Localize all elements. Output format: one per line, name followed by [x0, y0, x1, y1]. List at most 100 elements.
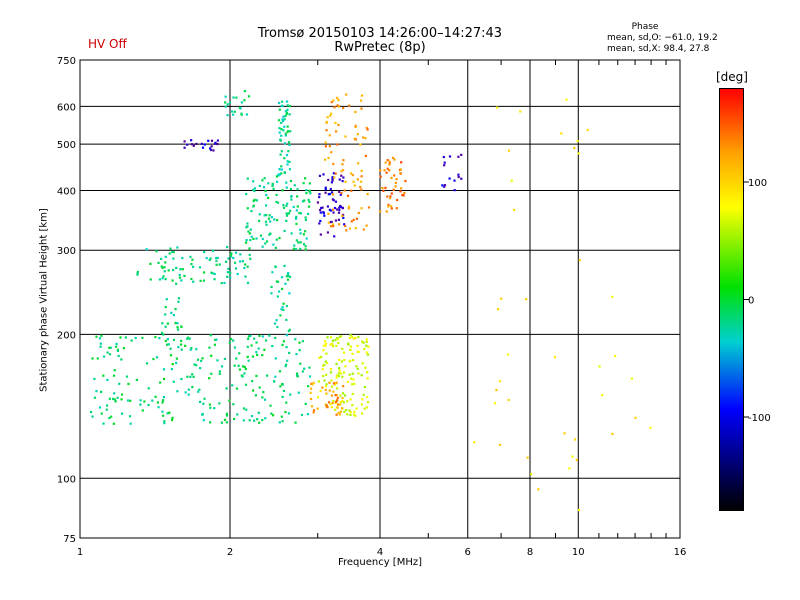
data-point — [179, 268, 182, 271]
data-point — [278, 370, 282, 373]
data-point — [361, 412, 364, 415]
data-point — [183, 146, 186, 149]
data-point — [303, 199, 306, 202]
data-point — [298, 349, 301, 352]
data-point — [198, 400, 202, 404]
data-point — [279, 153, 282, 156]
data-point — [366, 400, 370, 404]
data-point — [170, 311, 173, 314]
data-point — [317, 380, 321, 383]
data-point — [190, 139, 193, 142]
data-point — [393, 174, 396, 177]
data-point — [304, 216, 307, 219]
data-point — [316, 201, 320, 204]
data-point — [364, 154, 367, 157]
data-point — [328, 192, 331, 196]
data-point — [203, 397, 206, 400]
data-point — [285, 275, 288, 278]
data-point — [134, 336, 137, 340]
data-point — [201, 412, 204, 416]
data-point — [95, 389, 98, 393]
data-point — [284, 363, 288, 366]
data-point — [328, 381, 331, 384]
data-point — [110, 415, 113, 418]
data-point — [355, 407, 358, 410]
data-point — [337, 211, 341, 214]
data-point — [311, 383, 314, 386]
data-point — [339, 372, 343, 375]
data-point — [329, 112, 333, 115]
data-point — [99, 345, 102, 348]
data-point — [115, 342, 118, 346]
data-point — [228, 399, 231, 402]
data-point — [329, 225, 333, 228]
data-point — [302, 182, 305, 185]
data-point — [292, 247, 295, 250]
data-point — [351, 404, 354, 407]
data-point — [341, 407, 344, 410]
data-point — [560, 132, 563, 135]
data-point — [339, 403, 342, 406]
data-point — [348, 373, 351, 376]
data-point — [198, 266, 202, 269]
data-point — [213, 278, 216, 281]
data-point — [285, 318, 288, 322]
y-tick-label: 75 — [63, 534, 76, 545]
data-point — [457, 155, 460, 158]
data-point — [342, 385, 345, 388]
data-point — [162, 368, 166, 371]
data-point — [282, 308, 285, 312]
data-point — [292, 205, 295, 209]
data-point — [384, 186, 387, 189]
data-point — [285, 212, 288, 215]
data-point — [183, 140, 186, 143]
data-point — [330, 379, 333, 382]
data-point — [274, 246, 277, 249]
data-point — [167, 343, 170, 346]
data-point — [350, 189, 353, 192]
data-point — [251, 355, 255, 358]
data-point — [338, 367, 341, 370]
data-point — [239, 253, 242, 256]
data-point — [276, 295, 279, 298]
data-point — [213, 272, 216, 276]
plot-frame — [79, 59, 681, 539]
data-point — [388, 163, 391, 166]
data-point — [249, 239, 252, 242]
data-point — [233, 364, 236, 367]
data-point — [158, 278, 161, 281]
data-point — [277, 173, 280, 176]
data-point — [346, 194, 350, 197]
data-point — [120, 412, 124, 415]
data-point — [334, 394, 337, 397]
data-point — [278, 168, 281, 171]
data-point — [280, 168, 283, 171]
data-point — [171, 279, 174, 282]
data-point — [331, 177, 334, 180]
data-point — [155, 356, 159, 359]
data-point — [329, 403, 332, 406]
data-point — [178, 276, 182, 279]
data-point — [234, 251, 238, 254]
data-point — [287, 212, 291, 215]
data-point — [336, 104, 339, 107]
data-point — [263, 186, 266, 189]
data-point — [578, 259, 581, 262]
data-point — [289, 209, 292, 212]
data-point — [159, 381, 162, 384]
data-point — [253, 198, 256, 201]
data-point — [299, 241, 302, 244]
hv-status: HV Off — [88, 37, 127, 51]
data-point — [366, 377, 369, 380]
data-point — [226, 103, 229, 106]
data-point — [344, 180, 347, 183]
data-point — [166, 338, 169, 341]
data-point — [359, 180, 363, 183]
data-point — [335, 381, 338, 384]
data-point — [342, 106, 345, 110]
data-point — [186, 375, 189, 378]
data-point — [332, 172, 335, 175]
data-point — [309, 391, 312, 394]
data-point — [453, 179, 456, 182]
data-point — [161, 399, 165, 402]
